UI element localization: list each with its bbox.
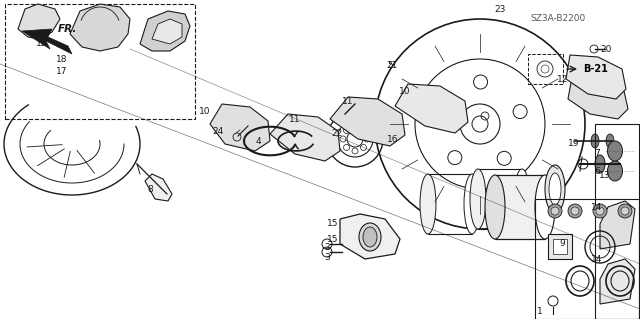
Text: 5: 5	[387, 62, 393, 70]
Text: 16: 16	[387, 135, 399, 144]
Circle shape	[551, 207, 559, 215]
Polygon shape	[395, 84, 468, 133]
Ellipse shape	[606, 134, 614, 148]
Text: 15: 15	[327, 219, 339, 228]
Text: FR.: FR.	[58, 24, 77, 34]
Text: 23: 23	[494, 4, 506, 13]
Ellipse shape	[549, 173, 561, 205]
Polygon shape	[566, 55, 626, 99]
Polygon shape	[330, 97, 405, 146]
Bar	[595, 124, 639, 319]
Polygon shape	[600, 259, 635, 304]
Text: 11: 11	[289, 115, 301, 123]
Ellipse shape	[535, 175, 555, 239]
Polygon shape	[70, 4, 130, 51]
Ellipse shape	[485, 175, 505, 239]
Circle shape	[596, 207, 604, 215]
Circle shape	[571, 207, 579, 215]
Ellipse shape	[595, 155, 605, 173]
Polygon shape	[18, 4, 60, 39]
Ellipse shape	[363, 227, 377, 247]
Text: 13: 13	[599, 172, 611, 181]
Polygon shape	[340, 214, 400, 259]
Text: 6: 6	[594, 167, 600, 175]
Bar	[528, 54, 563, 84]
Ellipse shape	[420, 174, 436, 234]
Polygon shape	[568, 77, 628, 119]
Text: B-21: B-21	[583, 64, 608, 74]
Polygon shape	[210, 104, 270, 151]
Text: 14: 14	[591, 203, 603, 211]
Polygon shape	[548, 234, 572, 259]
Text: 4: 4	[255, 137, 261, 145]
Ellipse shape	[607, 141, 623, 161]
Text: 10: 10	[399, 86, 411, 95]
Circle shape	[593, 204, 607, 218]
Bar	[495, 175, 545, 239]
Text: 22: 22	[332, 130, 342, 138]
Polygon shape	[553, 239, 567, 254]
Text: 19: 19	[568, 139, 580, 149]
Text: 11: 11	[342, 97, 354, 106]
Text: 12: 12	[36, 40, 48, 48]
Text: 3: 3	[324, 253, 330, 262]
Ellipse shape	[470, 169, 486, 229]
Ellipse shape	[607, 161, 623, 181]
Text: 12: 12	[557, 75, 569, 84]
Polygon shape	[140, 11, 190, 51]
Ellipse shape	[545, 165, 565, 213]
Bar	[5, 4, 195, 119]
Circle shape	[548, 204, 562, 218]
Text: 24: 24	[212, 127, 223, 136]
Text: 20: 20	[600, 44, 612, 54]
Polygon shape	[270, 114, 340, 161]
Text: 21: 21	[387, 62, 397, 70]
Text: 15: 15	[327, 234, 339, 243]
Polygon shape	[22, 29, 72, 54]
Bar	[535, 199, 639, 319]
Text: 10: 10	[199, 107, 211, 115]
Text: 18: 18	[56, 55, 68, 63]
Text: 17: 17	[56, 66, 68, 76]
Bar	[428, 174, 472, 234]
Circle shape	[621, 207, 629, 215]
Circle shape	[568, 204, 582, 218]
Text: SZ3A-B2200: SZ3A-B2200	[530, 14, 585, 23]
Polygon shape	[152, 19, 182, 44]
Ellipse shape	[359, 223, 381, 251]
Text: 8: 8	[147, 184, 153, 194]
Circle shape	[618, 204, 632, 218]
Polygon shape	[145, 174, 172, 201]
Text: 2: 2	[324, 242, 330, 251]
Bar	[478, 169, 522, 229]
Ellipse shape	[591, 134, 599, 148]
Text: 9: 9	[559, 240, 565, 249]
Text: 1: 1	[537, 307, 543, 315]
Polygon shape	[600, 201, 635, 249]
Text: 14: 14	[591, 255, 603, 263]
Ellipse shape	[464, 174, 480, 234]
Text: 7: 7	[594, 150, 600, 159]
Ellipse shape	[514, 169, 530, 229]
